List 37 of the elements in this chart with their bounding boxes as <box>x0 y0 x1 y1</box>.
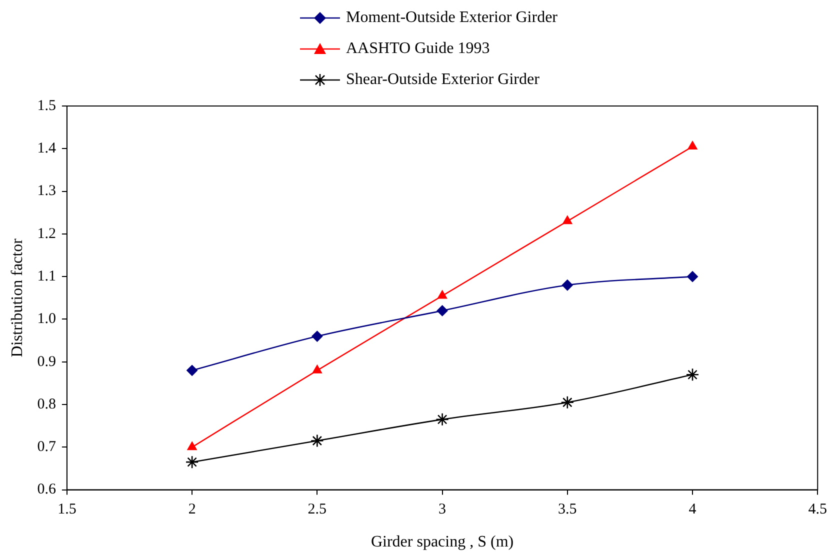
point <box>560 396 574 410</box>
point <box>686 368 700 382</box>
x-tick-label: 3.5 <box>558 502 577 518</box>
point <box>312 364 322 374</box>
point <box>562 216 572 224</box>
legend-label: Shear-Outside Exterior Girder <box>346 70 540 88</box>
x-tick-label: 4 <box>688 502 697 518</box>
legend-label: AASHTO Guide 1993 <box>346 40 490 58</box>
point <box>436 412 449 426</box>
y-tick-label: 1.3 <box>37 183 56 200</box>
y-tick-label: 0.6 <box>37 482 56 498</box>
point <box>562 280 573 291</box>
point <box>185 455 199 469</box>
x-axis-title: Girder spacing , S (m) <box>370 534 514 551</box>
point <box>436 305 448 316</box>
y-tick-label: 1.2 <box>37 226 56 242</box>
y-tick-label: 1.4 <box>37 140 56 157</box>
legend-label: Moment-Outside Exterior Girder <box>346 8 558 26</box>
point <box>186 364 198 376</box>
y-tick-label: 1.5 <box>37 98 56 114</box>
point <box>187 442 197 450</box>
point <box>312 330 323 342</box>
point <box>310 434 324 448</box>
y-tick-label: 0.7 <box>37 439 56 456</box>
y-tick-label: 0.9 <box>37 354 56 370</box>
point <box>688 141 698 150</box>
x-tick-label: 2.5 <box>308 502 327 518</box>
x-tick-label: 3 <box>438 502 446 518</box>
x-tick-label: 4.5 <box>808 502 827 518</box>
point <box>437 290 448 299</box>
x-tick-label: 2 <box>188 502 196 518</box>
y-axis-title: Distribution factor <box>8 238 26 358</box>
y-tick-label: 1.1 <box>37 268 56 285</box>
x-tick-label: 1.5 <box>58 502 76 518</box>
y-tick-label: 0.8 <box>37 396 56 412</box>
point <box>687 271 698 282</box>
y-tick-label: 1.0 <box>37 311 56 328</box>
